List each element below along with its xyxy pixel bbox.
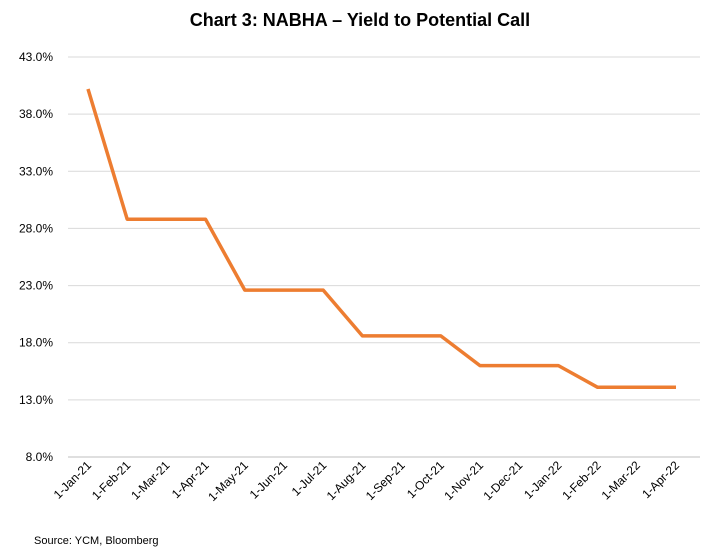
x-tick-label: 1-Jan-22 — [521, 458, 565, 502]
x-tick-label: 1-May-21 — [205, 458, 251, 504]
y-axis-ticks: 8.0% 13.0% 18.0% 23.0% 28.0% 33.0% 38.0% 43.0% — [19, 50, 53, 464]
x-tick-label: 1-Mar-21 — [128, 458, 173, 503]
x-tick-label: 1-Jan-21 — [51, 458, 95, 502]
y-tick-label: 28.0% — [19, 221, 53, 235]
x-tick-label: 1-Feb-21 — [89, 458, 134, 503]
y-tick-label: 33.0% — [19, 164, 53, 178]
x-tick-label: 1-Oct-21 — [404, 458, 447, 501]
chart-title: Chart 3: NABHA – Yield to Potential Call — [189, 10, 531, 30]
x-axis-ticks: 1-Jan-211-Feb-211-Mar-211-Apr-211-May-21… — [51, 458, 683, 504]
y-tick-label: 38.0% — [19, 107, 53, 121]
x-tick-label: 1-Dec-21 — [481, 458, 526, 503]
y-tick-label: 18.0% — [19, 336, 53, 350]
source-note: Source: YCM, Bloomberg — [34, 535, 159, 547]
x-tick-label: 1-Feb-22 — [559, 458, 604, 503]
x-tick-label: 1-Sep-21 — [363, 458, 408, 503]
gridlines — [68, 56, 700, 458]
y-tick-label: 43.0% — [19, 50, 53, 64]
series-line — [86, 88, 676, 390]
y-tick-label: 13.0% — [19, 393, 53, 407]
x-tick-label: 1-Jun-21 — [247, 458, 291, 502]
x-tick-label: 1-Mar-22 — [599, 458, 644, 503]
series-layer — [86, 88, 677, 390]
x-tick-label: 1-Apr-22 — [639, 458, 682, 501]
y-tick-label: 8.0% — [26, 450, 54, 464]
x-tick-label: 1-Nov-21 — [441, 458, 486, 503]
y-tick-label: 23.0% — [19, 279, 53, 293]
x-tick-label: 1-Aug-21 — [324, 458, 369, 503]
